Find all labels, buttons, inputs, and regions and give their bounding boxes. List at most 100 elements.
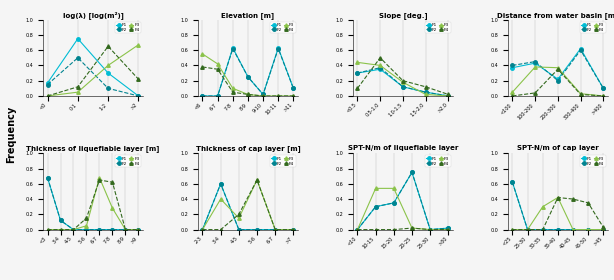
Line: F3: F3 — [46, 43, 140, 98]
Line: F3: F3 — [356, 187, 450, 231]
F4 — [445, 93, 452, 96]
F1 — [57, 219, 64, 222]
F3 — [524, 228, 531, 231]
F2 — [44, 83, 51, 86]
F1 — [554, 228, 562, 231]
Title: log(λ) [log(m²)]: log(λ) [log(m²)] — [63, 11, 123, 19]
F3 — [554, 196, 562, 199]
Title: Distance from water basin [m]: Distance from water basin [m] — [497, 12, 614, 19]
F4 — [83, 216, 90, 220]
Title: SPT-N/m of liquefiable layer: SPT-N/m of liquefiable layer — [348, 145, 458, 151]
F2 — [577, 48, 585, 52]
F2 — [134, 228, 142, 231]
F4 — [254, 178, 261, 182]
F2 — [509, 181, 516, 184]
F4 — [390, 228, 397, 231]
F4 — [214, 67, 221, 71]
Line: F4: F4 — [356, 226, 450, 231]
F4 — [600, 226, 607, 229]
F1 — [122, 228, 129, 231]
F1 — [408, 171, 416, 174]
F2 — [408, 171, 416, 174]
F3 — [532, 65, 539, 69]
F4 — [554, 67, 562, 71]
F4 — [44, 228, 51, 231]
F2 — [74, 56, 82, 59]
F2 — [569, 228, 577, 231]
F4 — [408, 227, 416, 230]
F2 — [372, 205, 379, 208]
F1 — [96, 228, 103, 231]
F3 — [199, 228, 206, 231]
F1 — [539, 228, 546, 231]
F2 — [539, 228, 546, 231]
F4 — [199, 65, 206, 69]
F1 — [229, 46, 236, 50]
F2 — [354, 228, 361, 231]
F4 — [577, 93, 585, 96]
F2 — [445, 227, 452, 230]
F4 — [509, 228, 516, 231]
F4 — [235, 213, 243, 216]
Legend: F1, F2, F3, F4: F1, F2, F3, F4 — [115, 155, 141, 167]
F3 — [600, 94, 607, 98]
F1 — [372, 205, 379, 208]
F1 — [134, 228, 142, 231]
Line: F3: F3 — [201, 178, 295, 231]
F2 — [96, 228, 103, 231]
F2 — [199, 94, 206, 98]
Line: F4: F4 — [46, 45, 140, 98]
F3 — [44, 94, 51, 98]
F3 — [44, 228, 51, 231]
F3 — [271, 228, 279, 231]
F2 — [600, 228, 607, 231]
F3 — [445, 94, 452, 98]
F1 — [422, 90, 429, 94]
F4 — [585, 201, 592, 205]
F2 — [57, 219, 64, 222]
F2 — [554, 228, 562, 231]
Line: F4: F4 — [356, 56, 450, 96]
F2 — [376, 66, 384, 69]
Line: F2: F2 — [46, 176, 140, 231]
F2 — [70, 228, 77, 231]
F1 — [74, 37, 82, 40]
Legend: F1, F2, F3, F4: F1, F2, F3, F4 — [270, 22, 296, 33]
F1 — [217, 182, 224, 185]
F3 — [214, 62, 221, 66]
F3 — [354, 228, 361, 231]
F2 — [585, 228, 592, 231]
F2 — [422, 90, 429, 94]
F4 — [554, 196, 562, 199]
F3 — [96, 176, 103, 179]
F1 — [290, 87, 297, 90]
F4 — [290, 228, 297, 231]
F4 — [122, 228, 129, 231]
F1 — [134, 94, 142, 98]
F2 — [244, 75, 252, 79]
Line: F1: F1 — [46, 37, 140, 98]
Line: F2: F2 — [46, 56, 140, 98]
F3 — [83, 224, 90, 227]
F1 — [83, 228, 90, 231]
Line: F3: F3 — [511, 65, 605, 98]
F1 — [244, 75, 252, 79]
F1 — [399, 85, 406, 88]
F4 — [524, 228, 531, 231]
F2 — [254, 228, 261, 231]
F4 — [74, 85, 82, 88]
F1 — [235, 228, 243, 231]
Line: F2: F2 — [356, 66, 450, 98]
F4 — [354, 87, 361, 90]
F2 — [524, 228, 531, 231]
F4 — [539, 228, 546, 231]
F4 — [290, 94, 297, 98]
Line: F4: F4 — [511, 67, 605, 98]
F3 — [376, 64, 384, 67]
Line: F1: F1 — [511, 181, 605, 231]
F3 — [390, 187, 397, 190]
F4 — [274, 94, 282, 98]
F4 — [445, 228, 452, 231]
Legend: F1, F2, F3, F4: F1, F2, F3, F4 — [425, 22, 451, 33]
F4 — [96, 178, 103, 182]
